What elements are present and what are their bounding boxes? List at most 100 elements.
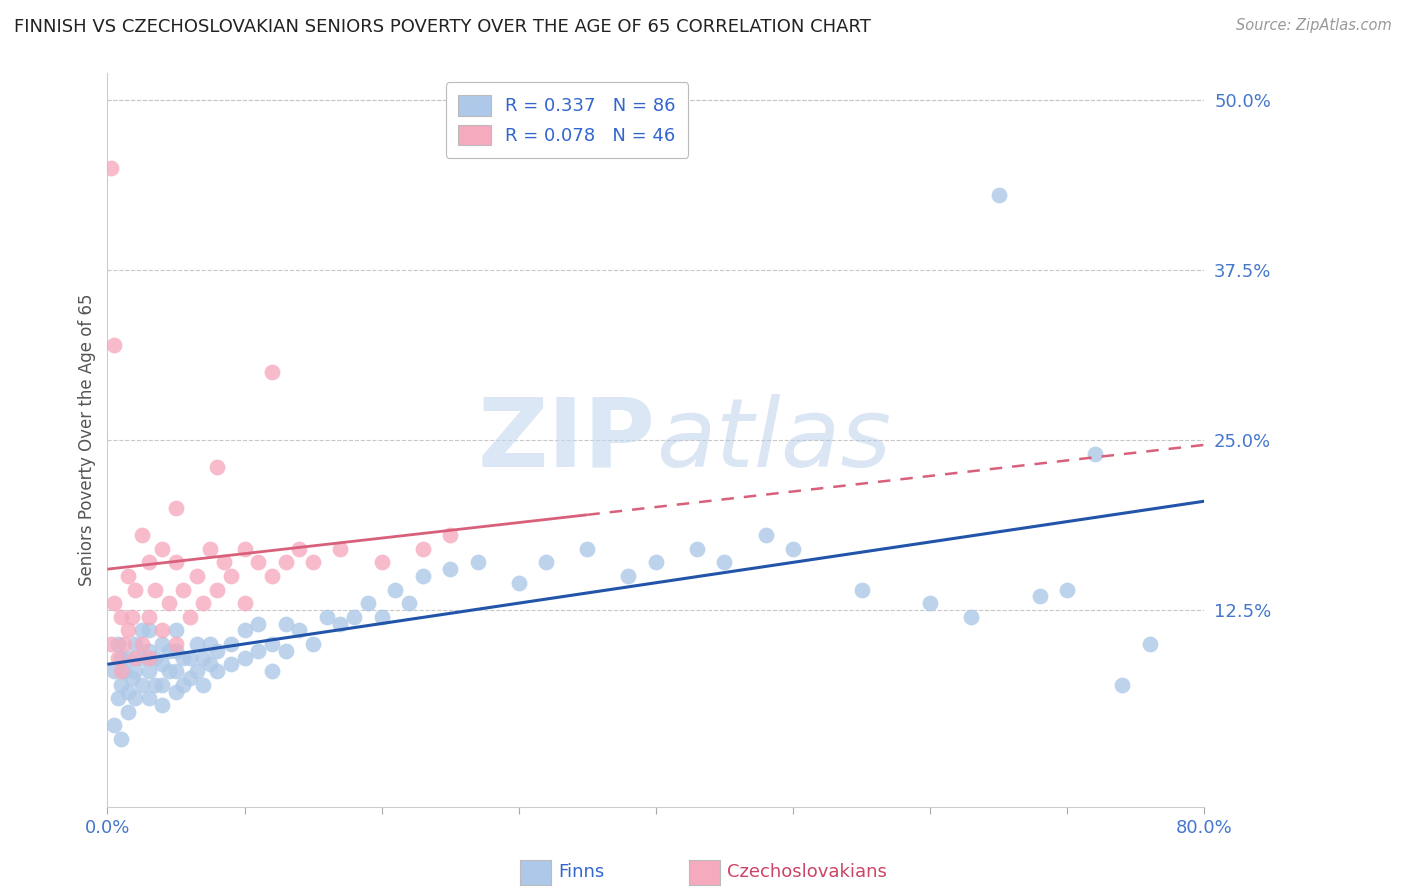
- Point: [186, 637, 208, 651]
- Point: [644, 555, 666, 569]
- Point: [329, 616, 352, 631]
- Point: [233, 596, 256, 610]
- Point: [412, 541, 434, 556]
- Point: [260, 569, 283, 583]
- Point: [100, 637, 122, 651]
- Point: [165, 500, 187, 515]
- Point: [219, 657, 242, 672]
- Point: [150, 624, 173, 638]
- Point: [179, 609, 201, 624]
- Point: [165, 555, 187, 569]
- Point: [200, 657, 222, 672]
- Point: [288, 624, 311, 638]
- Point: [439, 528, 461, 542]
- Point: [117, 705, 139, 719]
- Point: [131, 637, 153, 651]
- Point: [138, 609, 160, 624]
- Point: [260, 637, 283, 651]
- Point: [172, 650, 194, 665]
- Point: [384, 582, 406, 597]
- Point: [508, 575, 530, 590]
- Point: [247, 555, 270, 569]
- Point: [534, 555, 557, 569]
- Point: [617, 569, 640, 583]
- Point: [150, 637, 173, 651]
- Point: [1139, 637, 1161, 651]
- Point: [131, 528, 153, 542]
- Point: [260, 365, 283, 379]
- Text: atlas: atlas: [655, 393, 891, 486]
- Point: [233, 650, 256, 665]
- Point: [138, 624, 160, 638]
- Point: [219, 569, 242, 583]
- Point: [107, 650, 129, 665]
- Point: [124, 691, 146, 706]
- Point: [302, 555, 325, 569]
- Point: [260, 664, 283, 678]
- Point: [124, 637, 146, 651]
- Point: [200, 637, 222, 651]
- Point: [329, 541, 352, 556]
- Point: [713, 555, 735, 569]
- Point: [165, 664, 187, 678]
- Point: [138, 644, 160, 658]
- Point: [150, 678, 173, 692]
- Point: [576, 541, 599, 556]
- Point: [110, 678, 132, 692]
- Point: [145, 650, 167, 665]
- Point: [117, 624, 139, 638]
- Point: [686, 541, 709, 556]
- Point: [121, 609, 143, 624]
- Point: [100, 161, 122, 175]
- Point: [920, 596, 942, 610]
- Legend: R = 0.337   N = 86, R = 0.078   N = 46: R = 0.337 N = 86, R = 0.078 N = 46: [446, 82, 688, 158]
- Point: [157, 596, 180, 610]
- Point: [370, 609, 392, 624]
- Point: [117, 569, 139, 583]
- Point: [247, 644, 270, 658]
- Point: [131, 678, 153, 692]
- Point: [274, 555, 297, 569]
- Point: [165, 684, 187, 698]
- Point: [1029, 590, 1052, 604]
- Point: [315, 609, 337, 624]
- Point: [121, 671, 143, 685]
- Point: [117, 650, 139, 665]
- Point: [103, 338, 125, 352]
- Point: [124, 650, 146, 665]
- Point: [112, 664, 135, 678]
- Point: [193, 678, 215, 692]
- Point: [439, 562, 461, 576]
- Point: [219, 637, 242, 651]
- Point: [1111, 678, 1133, 692]
- Point: [343, 609, 366, 624]
- Point: [960, 609, 983, 624]
- Point: [138, 691, 160, 706]
- Point: [1056, 582, 1078, 597]
- Point: [1084, 447, 1107, 461]
- Point: [200, 541, 222, 556]
- Point: [412, 569, 434, 583]
- Point: [138, 650, 160, 665]
- Point: [131, 650, 153, 665]
- Point: [157, 664, 180, 678]
- Text: Source: ZipAtlas.com: Source: ZipAtlas.com: [1236, 18, 1392, 33]
- Point: [987, 188, 1010, 202]
- Text: FINNISH VS CZECHOSLOVAKIAN SENIORS POVERTY OVER THE AGE OF 65 CORRELATION CHART: FINNISH VS CZECHOSLOVAKIAN SENIORS POVER…: [14, 18, 870, 36]
- Text: Czechoslovakians: Czechoslovakians: [727, 863, 887, 881]
- Point: [205, 664, 228, 678]
- Point: [165, 637, 187, 651]
- Point: [755, 528, 778, 542]
- Point: [110, 664, 132, 678]
- Point: [110, 650, 132, 665]
- Point: [103, 718, 125, 732]
- Point: [205, 460, 228, 475]
- Point: [274, 616, 297, 631]
- Point: [851, 582, 873, 597]
- Point: [131, 624, 153, 638]
- Point: [124, 664, 146, 678]
- Point: [165, 644, 187, 658]
- Point: [117, 684, 139, 698]
- Point: [112, 637, 135, 651]
- Point: [205, 582, 228, 597]
